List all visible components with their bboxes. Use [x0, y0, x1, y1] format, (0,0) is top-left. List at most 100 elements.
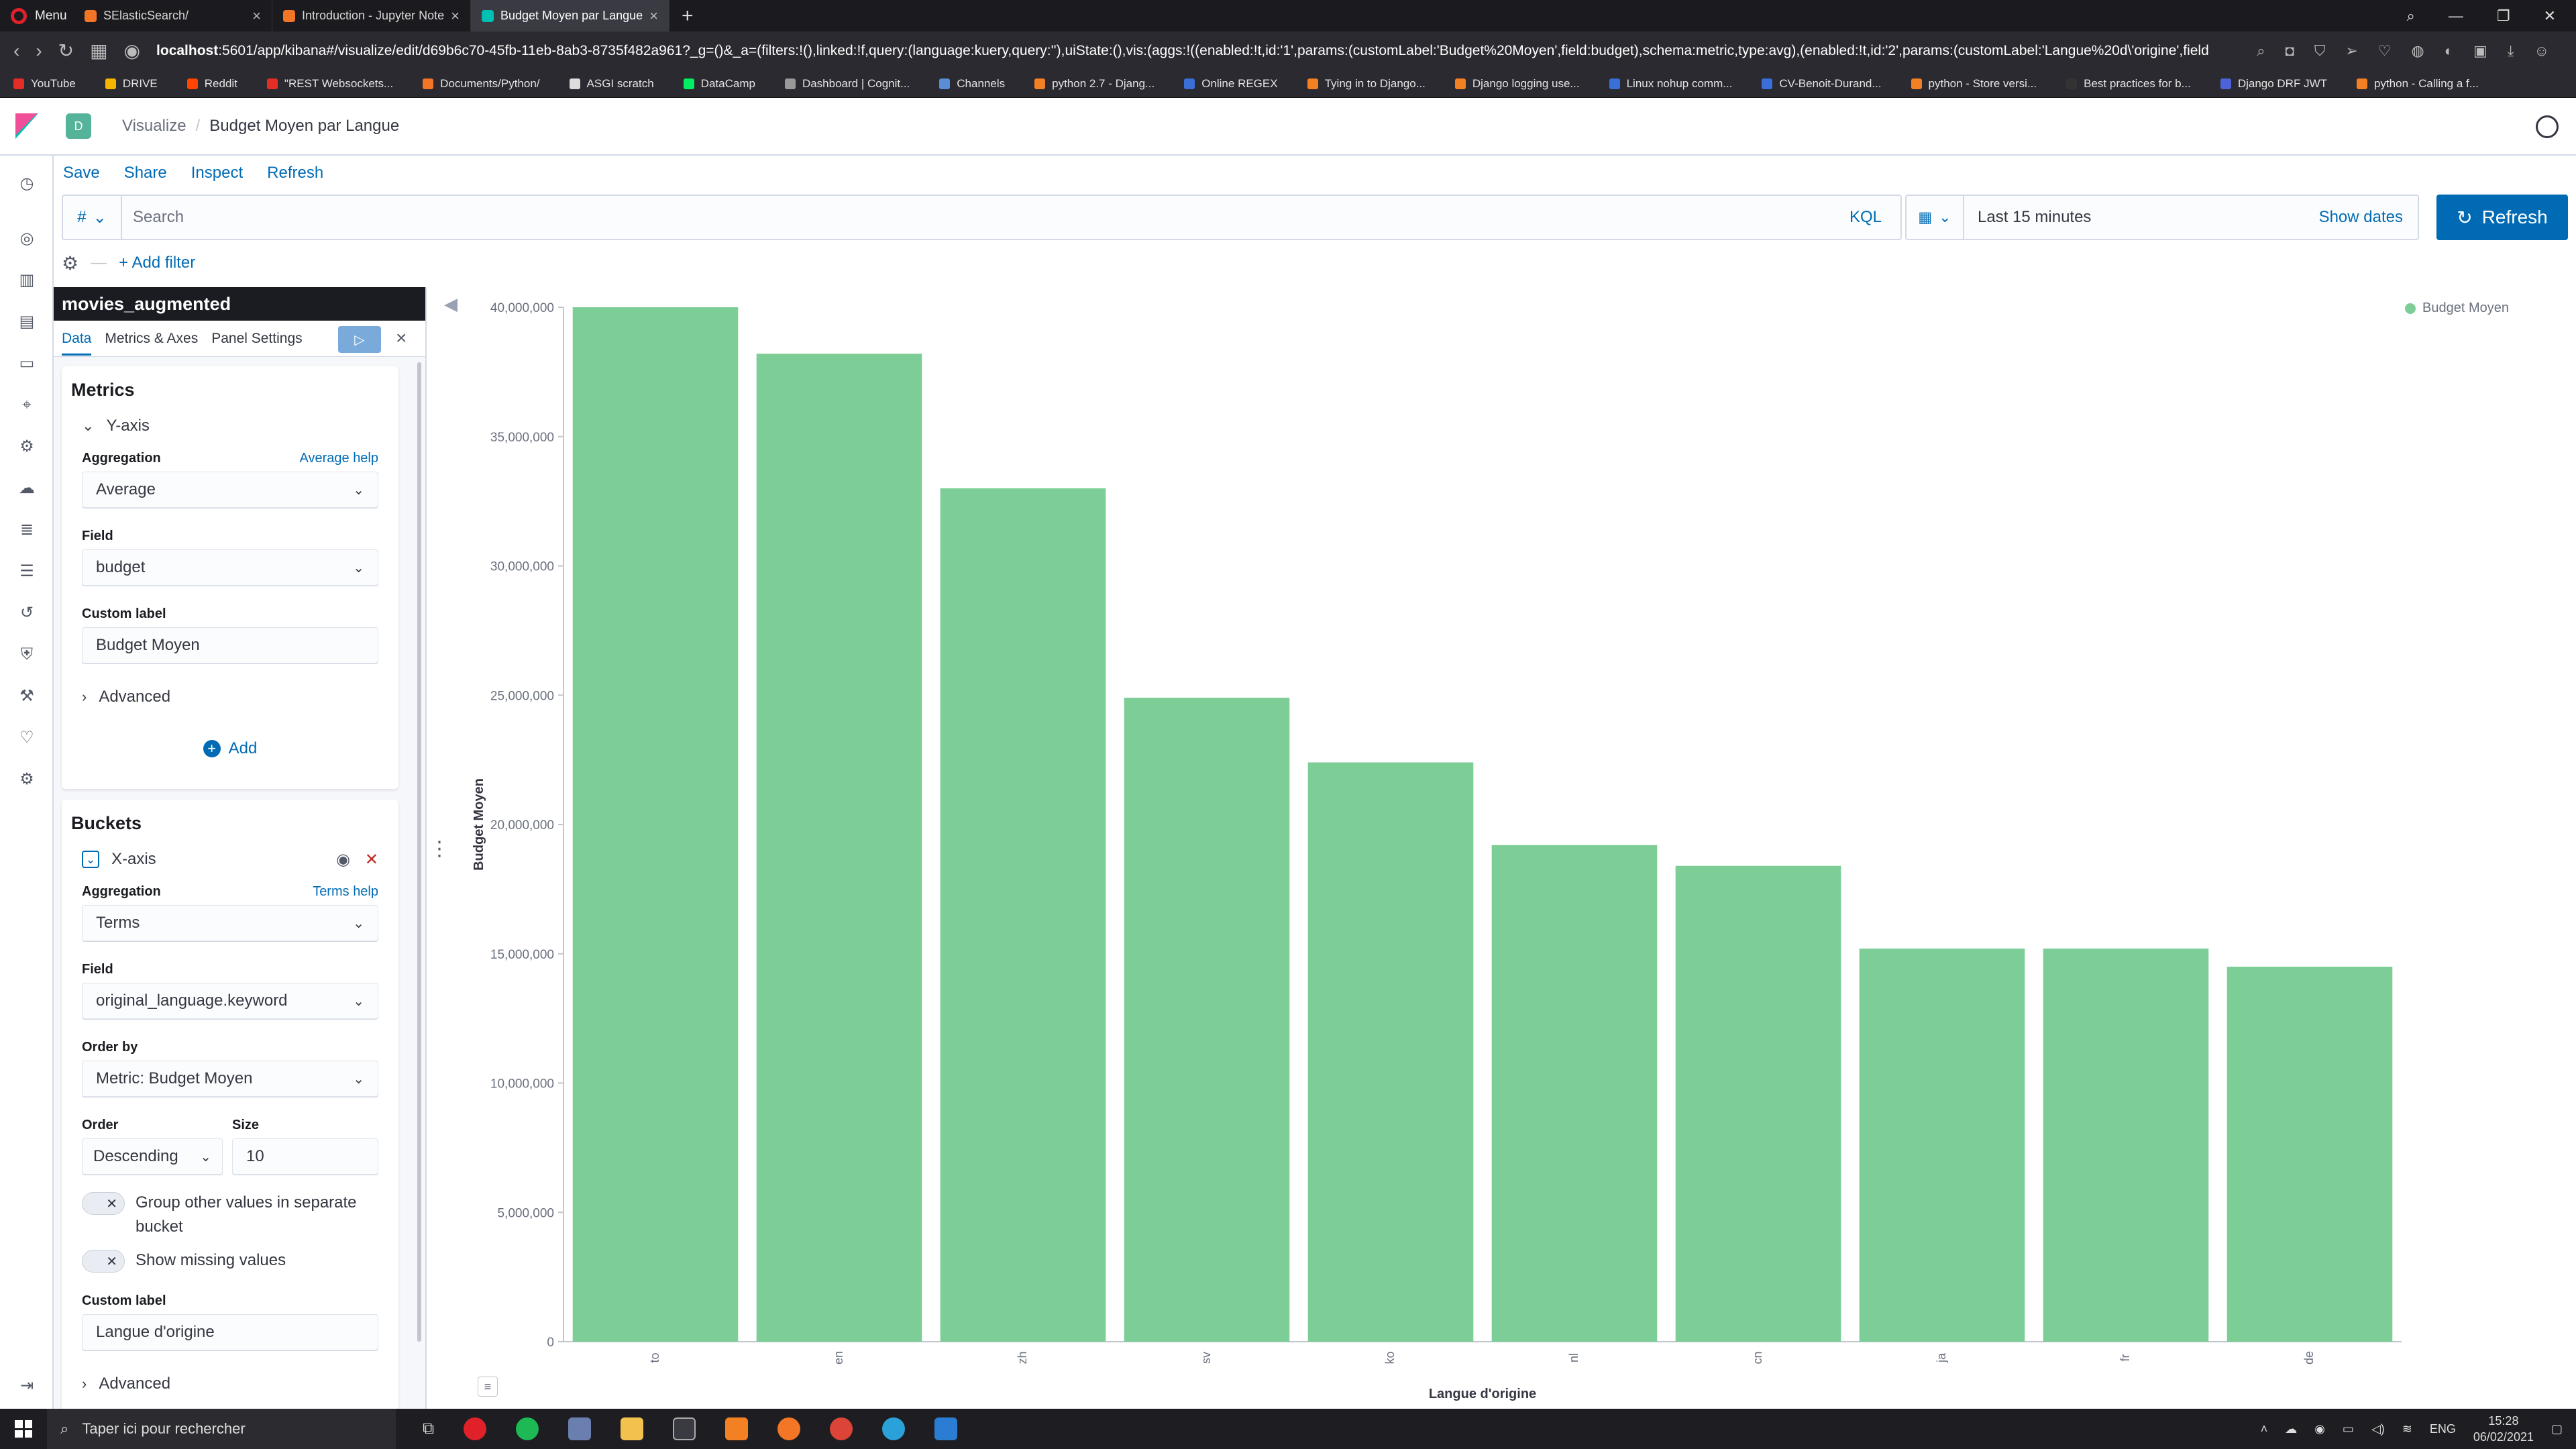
tab-close-icon[interactable]: × — [451, 7, 460, 25]
bookmark-item[interactable]: Reddit — [187, 77, 237, 91]
editor-scrollbar[interactable] — [417, 362, 421, 1342]
tray-app-icon[interactable]: ◉ — [2314, 1422, 2325, 1436]
bookmark-item[interactable]: python - Calling a f... — [2357, 77, 2479, 91]
show-missing-switch[interactable]: ✕ — [82, 1250, 125, 1273]
browser-search-icon[interactable]: ⌕ — [2407, 7, 2415, 25]
discover-icon[interactable]: ◎ — [17, 229, 36, 248]
add-metric-button[interactable]: + Add — [62, 729, 398, 768]
bookmark-item[interactable]: Linux nohup comm... — [1609, 77, 1733, 91]
average-help-link[interactable]: Average help — [300, 451, 379, 466]
collapse-sidebar-icon[interactable]: ◀ — [444, 294, 458, 315]
recent-icon[interactable]: ◷ — [17, 174, 36, 193]
send-icon[interactable]: ➢ — [2345, 42, 2357, 60]
maps-icon[interactable]: ⌖ — [17, 396, 36, 415]
order-select[interactable]: Descending ⌄ — [82, 1138, 223, 1175]
restore-icon[interactable]: ❐ — [2497, 7, 2510, 25]
bookmark-item[interactable]: Tying in to Django... — [1307, 77, 1426, 91]
close-window-icon[interactable]: ✕ — [2544, 7, 2556, 25]
show-dates-link[interactable]: Show dates — [2319, 208, 2418, 227]
metric-field-select[interactable]: budget ⌄ — [82, 549, 378, 586]
metric-custom-label-input[interactable] — [82, 627, 378, 663]
breadcrumb-visualize[interactable]: Visualize — [122, 117, 186, 136]
url-field[interactable]: localhost:5601/app/kibana#/visualize/edi… — [156, 43, 2241, 59]
bookmark-item[interactable]: CV-Benoit-Durand... — [1762, 77, 1881, 91]
tab-close-icon[interactable]: × — [649, 7, 658, 25]
tab-data[interactable]: Data — [62, 331, 91, 356]
terms-help-link[interactable]: Terms help — [313, 884, 378, 900]
tab-panel-settings[interactable]: Panel Settings — [211, 331, 302, 347]
tabs-grid-icon[interactable]: ▦ — [90, 40, 107, 62]
bookmark-item[interactable]: Channels — [939, 77, 1005, 91]
metric-aggregation-select[interactable]: Average ⌄ — [82, 472, 378, 508]
language-indicator[interactable]: ENG — [2430, 1422, 2456, 1436]
search-input[interactable] — [122, 208, 1849, 227]
start-button[interactable] — [0, 1409, 47, 1449]
tab-metrics-axes[interactable]: Metrics & Axes — [105, 331, 198, 347]
remove-bucket-icon[interactable]: ✕ — [365, 850, 378, 869]
management-icon[interactable]: ⚙ — [17, 770, 36, 789]
jupyter-taskbar-icon[interactable] — [777, 1417, 800, 1440]
filter-options-gear-icon[interactable]: ⚙ — [62, 252, 78, 274]
save-button[interactable]: Save — [63, 164, 100, 182]
dashboard-icon[interactable]: ▤ — [17, 313, 36, 331]
app-taskbar-icon[interactable] — [882, 1417, 905, 1440]
bookmark-item[interactable]: python - Store versi... — [1911, 77, 2037, 91]
new-tab-button[interactable]: + — [669, 5, 706, 28]
app-taskbar-icon[interactable] — [568, 1417, 591, 1440]
system-clock[interactable]: 15:28 06/02/2021 — [2473, 1413, 2534, 1445]
zoom-icon[interactable]: ⌕ — [2257, 42, 2265, 60]
bookmark-item[interactable]: Django logging use... — [1455, 77, 1580, 91]
task-view-icon[interactable]: ⧉ — [423, 1419, 434, 1438]
bookmark-item[interactable]: Documents/Python/ — [423, 77, 539, 91]
reload-icon[interactable]: ↻ — [58, 40, 74, 62]
refresh-button[interactable]: ↻ Refresh — [2436, 195, 2568, 240]
volume-icon[interactable]: ◁) — [2371, 1422, 2385, 1436]
size-input[interactable] — [232, 1138, 378, 1175]
browser-tab-3[interactable]: Budget Moyen par Langue × — [471, 0, 669, 32]
apply-changes-button[interactable]: ▷ — [338, 326, 381, 353]
dev-tools-icon[interactable]: ⚒ — [17, 687, 36, 706]
minimize-icon[interactable]: — — [2449, 7, 2463, 25]
camera-icon[interactable]: ◘ — [2286, 42, 2294, 60]
help-icon[interactable] — [2536, 115, 2559, 138]
logs-icon[interactable]: ≣ — [17, 521, 36, 539]
toggle-visibility-eye-icon[interactable]: ◉ — [336, 850, 350, 869]
tray-chevron-up-icon[interactable]: ˄ — [2261, 1422, 2268, 1436]
bookmark-item[interactable]: Dashboard | Cognit... — [785, 77, 910, 91]
uptime-icon[interactable]: ↺ — [17, 604, 36, 623]
metric-advanced-toggle[interactable]: › Advanced — [62, 678, 398, 716]
notifications-icon[interactable]: ▢ — [2551, 1422, 2563, 1436]
bookmark-item[interactable]: DRIVE — [105, 77, 158, 91]
download-icon[interactable]: ⤓ — [2508, 42, 2514, 60]
forward-icon[interactable]: › — [36, 40, 42, 62]
siem-icon[interactable]: ⛨ — [17, 645, 36, 664]
sublime-taskbar-icon[interactable] — [725, 1417, 748, 1440]
order-by-select[interactable]: Metric: Budget Moyen ⌄ — [82, 1061, 378, 1097]
bookmark-item[interactable]: python 2.7 - Djang... — [1034, 77, 1155, 91]
space-avatar[interactable]: D — [66, 113, 91, 139]
legend-toggle-list-icon[interactable]: ≡ — [478, 1377, 498, 1397]
monitoring-icon[interactable]: ♡ — [17, 729, 36, 747]
browser-tab-1[interactable]: SElasticSearch/ × — [74, 0, 272, 32]
panel-resize-handle[interactable]: ⋮ — [429, 837, 449, 861]
bucket-custom-label-input[interactable] — [82, 1314, 378, 1350]
opera-taskbar-icon[interactable] — [464, 1417, 486, 1440]
refresh-link[interactable]: Refresh — [267, 164, 323, 182]
visualize-icon[interactable]: ▥ — [17, 271, 36, 290]
apm-icon[interactable]: ☰ — [17, 562, 36, 581]
chrome-taskbar-icon[interactable] — [830, 1417, 853, 1440]
bucket-advanced-toggle[interactable]: › Advanced — [62, 1365, 398, 1403]
bookmark-item[interactable]: Django DRF JWT — [2220, 77, 2327, 91]
heart-icon[interactable]: ♡ — [2378, 42, 2392, 60]
site-info-icon[interactable]: ◉ — [124, 40, 140, 62]
network-icon[interactable]: ≋ — [2402, 1422, 2412, 1436]
bookmark-item[interactable]: DataCamp — [684, 77, 755, 91]
bookmark-item[interactable]: "REST Websockets... — [267, 77, 393, 91]
bookmark-item[interactable]: ASGI scratch — [570, 77, 654, 91]
y-axis-accordion[interactable]: ⌄ Y-axis — [62, 407, 398, 445]
extension-icon[interactable]: ◍ — [2412, 42, 2424, 60]
tab-close-icon[interactable]: × — [252, 7, 261, 25]
browser-menu-button[interactable]: Menu — [0, 0, 74, 32]
profile-icon[interactable]: ☺ — [2534, 42, 2549, 60]
ml-icon[interactable]: ⚙ — [17, 437, 36, 456]
